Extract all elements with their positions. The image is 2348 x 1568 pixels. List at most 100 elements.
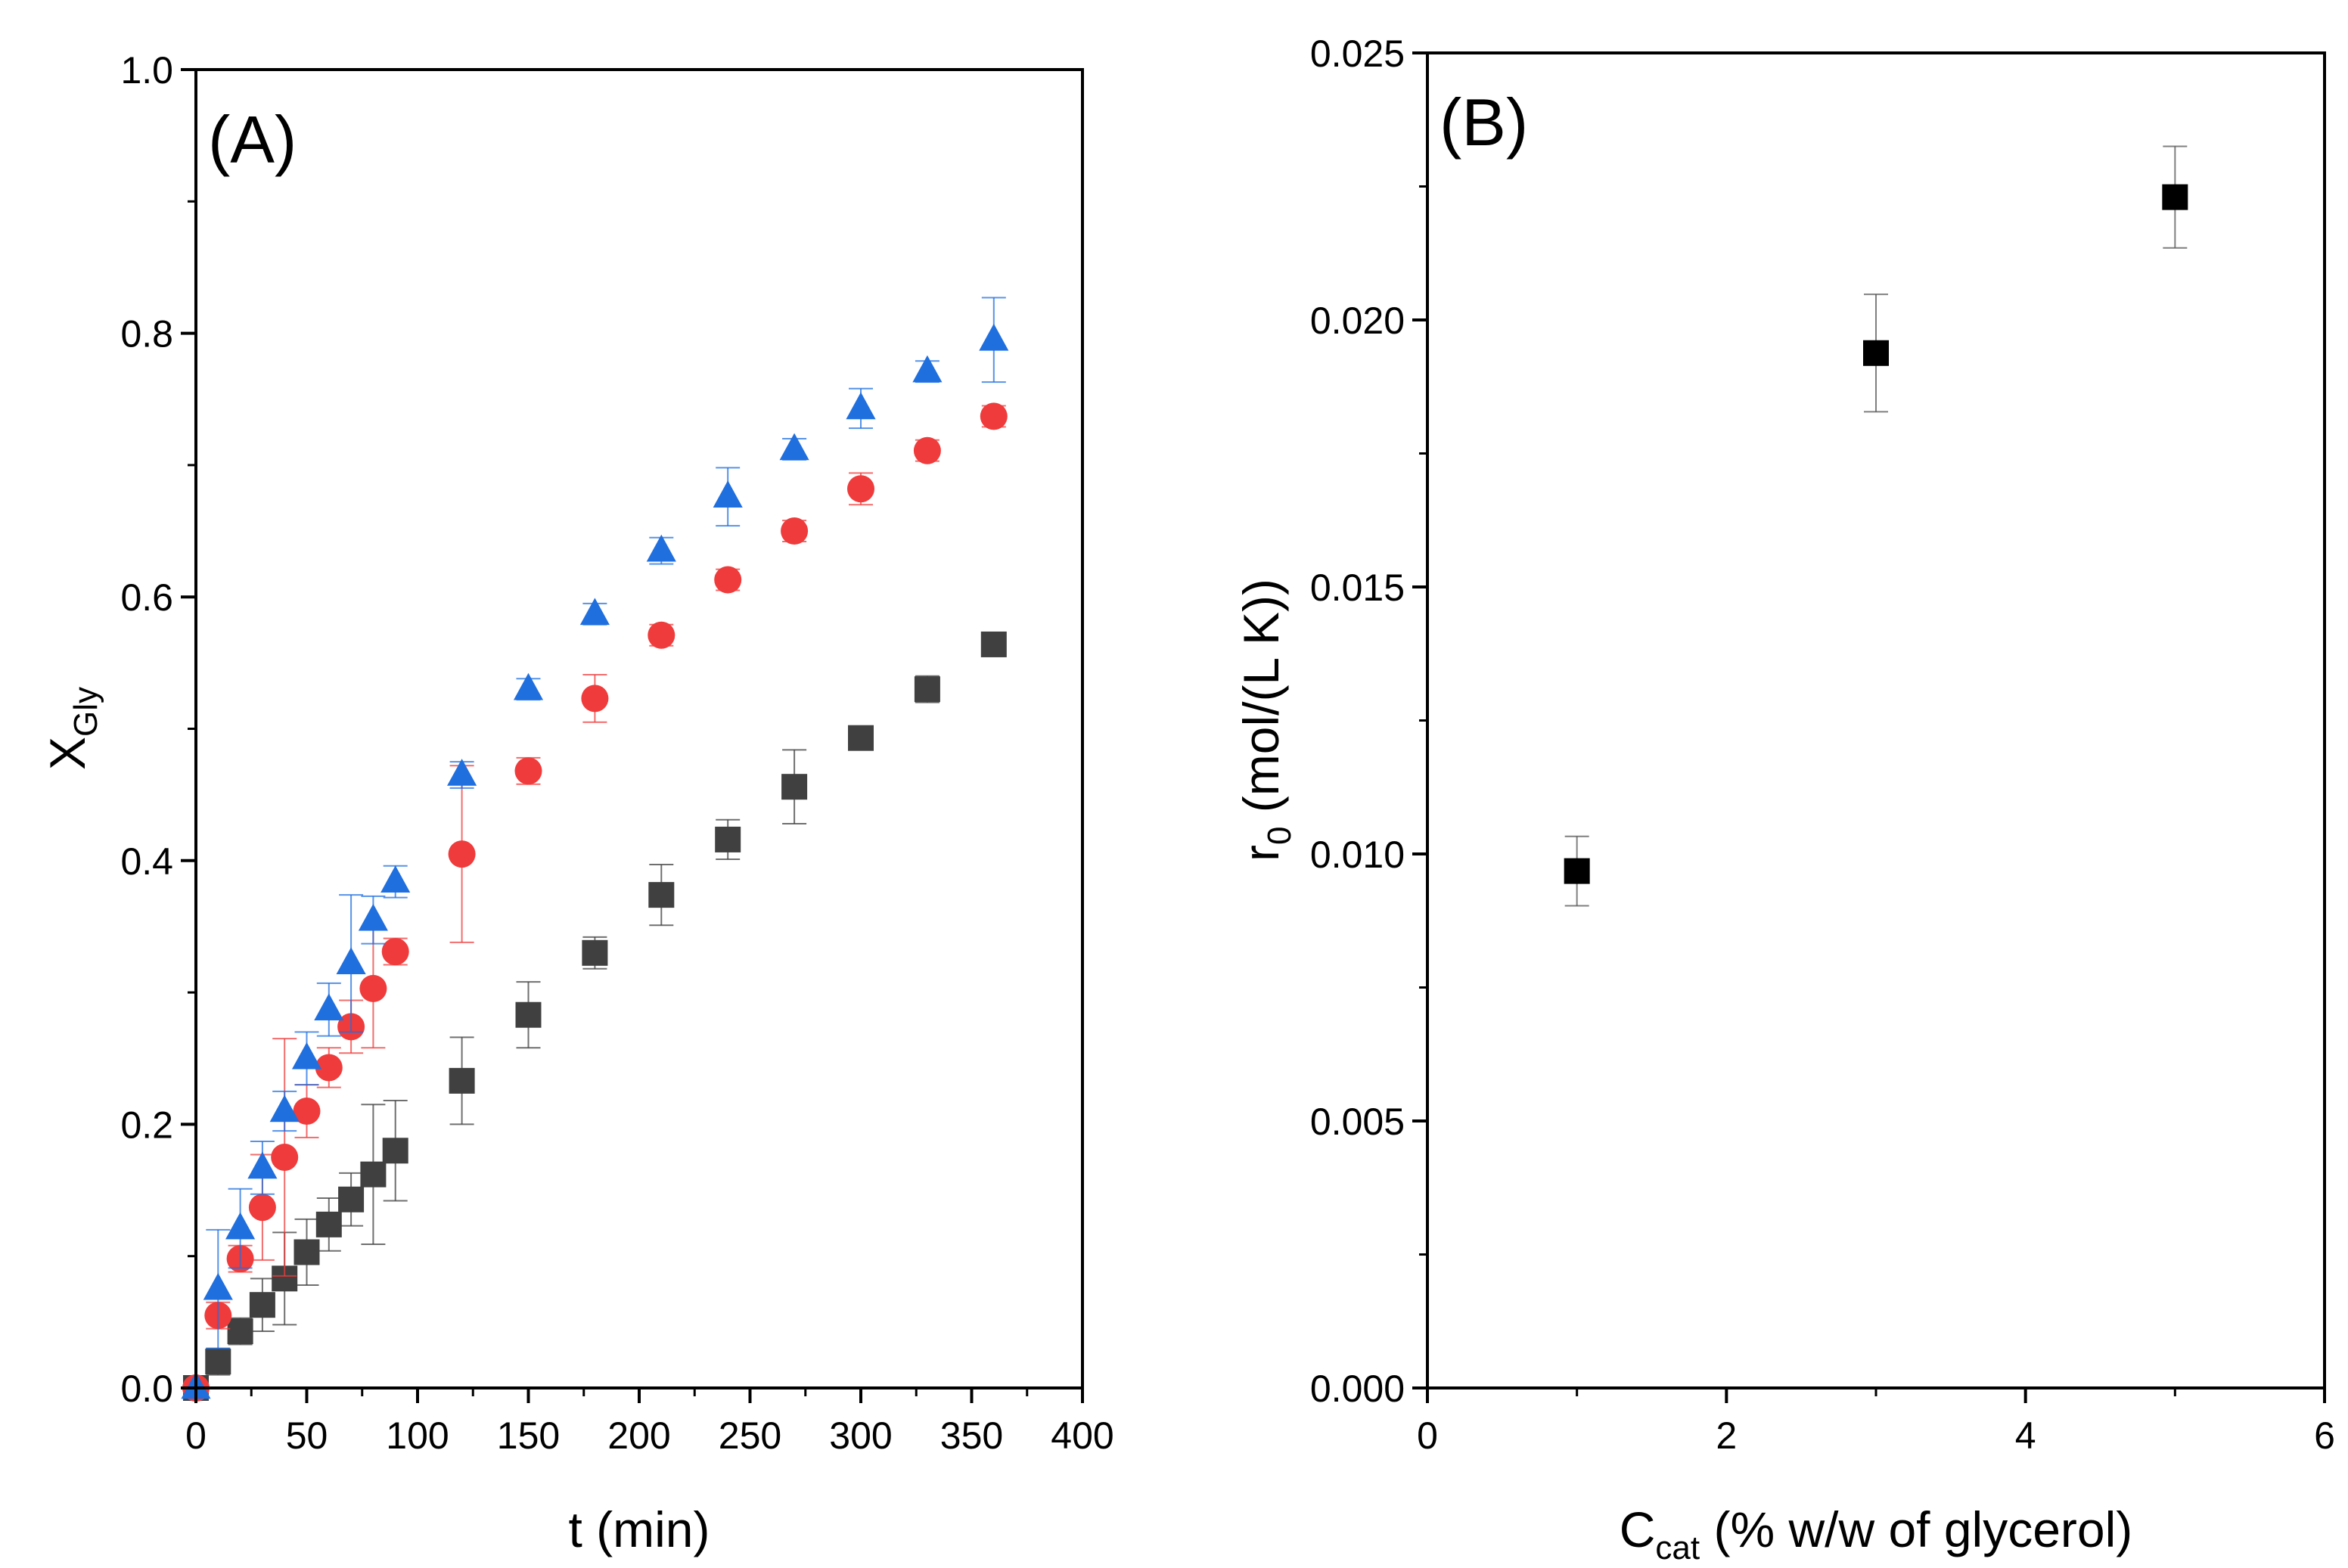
chart-a-plot-frame	[194, 68, 1084, 1389]
chart-a-data-point-circle	[381, 938, 409, 966]
chart-a-data-point-circle	[271, 1143, 299, 1171]
chart-a-data-point-circle	[913, 436, 941, 464]
chart-b-y-tick-label: 0.010	[1310, 834, 1405, 876]
chart-b-x-axis-title-main: C	[1620, 1501, 1656, 1557]
chart-a-data-point-circle	[359, 974, 387, 1002]
chart-b-y-tick-label: 0.025	[1310, 33, 1405, 75]
chart-a-y-axis-title: XGly	[39, 687, 104, 770]
chart-b-x-tick-label: 0	[1417, 1414, 1438, 1457]
chart-a-data-point-square	[848, 725, 874, 751]
chart-a-y-axis-title-main: X	[39, 737, 95, 770]
chart-b: 0 2 4 6 0.000 0.005 0.010 0.015 0.020 0.025 (B) C…	[1233, 33, 2335, 1566]
chart-a-data-point-square	[515, 1001, 542, 1028]
chart-a-data-point-circle	[581, 685, 609, 713]
chart-a-data-point-triangle	[447, 759, 477, 786]
chart-a-data-point-square	[205, 1349, 231, 1375]
chart-a-data-point-triangle	[713, 480, 743, 508]
chart-a-x-tick-label: 250	[719, 1414, 781, 1457]
chart-b-data-point-square	[1564, 858, 1590, 884]
chart-a-data-point-square	[249, 1292, 275, 1318]
chart-b-y-axis-title-rest: (mol/(L K))	[1233, 579, 1289, 827]
chart-b-x-axis-title: Ccat (% w/w of glycerol)	[1620, 1501, 2133, 1566]
chart-a-data-point-triangle	[291, 1042, 322, 1070]
chart-a-data-point-square	[582, 939, 608, 966]
chart-a-y-tick-label: 0.0	[120, 1368, 173, 1410]
chart-a-x-axis-title: t (min)	[569, 1501, 710, 1557]
chart-a-x-tick-label: 100	[386, 1414, 449, 1457]
chart-a-data-point-circle	[781, 517, 809, 545]
chart-a-y-tick-label: 0.6	[120, 576, 173, 619]
chart-a-data-point-triangle	[203, 1272, 233, 1300]
chart-a-data-point-square	[315, 1211, 342, 1237]
chart-b-data-point-square	[2162, 184, 2188, 210]
chart-a-data-point-square	[382, 1138, 408, 1164]
chart-b-series-rate	[1564, 145, 2188, 907]
chart-a-data-point-triangle	[646, 534, 676, 562]
chart-a-data-point-square	[338, 1186, 365, 1212]
chart-a-data-point-triangle	[358, 903, 388, 931]
chart-a-x-tick-label: 200	[607, 1414, 670, 1457]
chart-b-data-layer	[1564, 145, 2188, 907]
chart-a-x-tick-label: 300	[829, 1414, 892, 1457]
chart-a-data-point-circle	[248, 1194, 276, 1222]
chart-a-data-point-circle	[980, 402, 1008, 430]
chart-a-data-point-square	[648, 882, 675, 908]
chart-a-data-point-triangle	[225, 1212, 256, 1240]
chart-a-x-tick-label: 0	[185, 1414, 207, 1457]
chart-a-data-point-triangle	[846, 392, 876, 420]
chart-a-data-point-square	[294, 1239, 320, 1265]
chart-a: 0 50 100 150 200 250 300 350 400 0.0 0.2 0.4 0.6 0.8 1…	[39, 49, 1114, 1557]
chart-b-y-axis-title-sub: 0	[1261, 827, 1298, 845]
chart-b-panel-label: (B)	[1440, 85, 1528, 160]
chart-a-data-point-square	[227, 1318, 253, 1345]
chart-b-ticks: 0 2 4 6 0.000 0.005 0.010 0.015 0.020 0.025	[1310, 33, 2335, 1457]
chart-a-data-point-square	[914, 676, 940, 703]
chart-a-panel-label: (A)	[208, 102, 297, 177]
chart-a-data-point-triangle	[579, 598, 610, 626]
chart-a-data-point-square	[980, 631, 1007, 657]
chart-a-data-point-square	[715, 826, 741, 852]
chart-a-data-point-square	[781, 774, 808, 800]
chart-a-ticks: 0 50 100 150 200 250 300 350 400 0.0 0.2 0.4 0.6 0.8 1…	[120, 49, 1113, 1457]
chart-a-x-tick-label: 350	[940, 1414, 1003, 1457]
chart-a-data-point-square	[449, 1067, 475, 1094]
chart-a-data-point-triangle	[513, 672, 544, 700]
chart-a-y-tick-label: 0.8	[120, 313, 173, 356]
chart-b-x-tick-label: 4	[2015, 1414, 2036, 1457]
chart-a-data-point-circle	[293, 1097, 321, 1125]
chart-a-series-triangle	[181, 297, 1009, 1399]
chart-b-y-tick-label: 0.000	[1310, 1368, 1405, 1410]
chart-b-x-axis-title-rest: (% w/w of glycerol)	[1700, 1501, 2132, 1557]
chart-a-data-point-triangle	[269, 1094, 300, 1122]
chart-a-data-point-triangle	[779, 433, 809, 461]
chart-a-data-point-circle	[315, 1054, 343, 1082]
chart-a-data-point-triangle	[979, 323, 1009, 351]
chart-b-y-tick-label: 0.015	[1310, 567, 1405, 609]
chart-a-x-tick-label: 150	[497, 1414, 560, 1457]
chart-a-x-tick-label: 50	[286, 1414, 328, 1457]
chart-a-data-point-circle	[714, 566, 742, 594]
chart-a-data-point-triangle	[336, 947, 366, 975]
chart-a-y-tick-label: 1.0	[120, 49, 173, 92]
chart-a-data-point-triangle	[912, 355, 943, 383]
chart-b-x-tick-label: 2	[1716, 1414, 1737, 1457]
chart-a-data-point-triangle	[314, 993, 344, 1021]
chart-a-y-tick-label: 0.2	[120, 1104, 173, 1146]
chart-a-data-point-circle	[448, 840, 476, 868]
chart-b-y-tick-label: 0.020	[1310, 300, 1405, 342]
chart-a-y-tick-label: 0.4	[120, 840, 173, 883]
chart-b-y-axis-title: r0 (mol/(L K))	[1233, 579, 1298, 862]
chart-a-data-point-circle	[514, 757, 542, 785]
chart-a-data-point-triangle	[247, 1151, 278, 1179]
chart-a-x-tick-label: 400	[1051, 1414, 1113, 1457]
chart-a-data-point-circle	[648, 621, 676, 649]
chart-b-x-axis-title-sub: cat	[1655, 1529, 1700, 1566]
chart-b-x-tick-label: 6	[2314, 1414, 2335, 1457]
chart-a-data-point-square	[360, 1161, 387, 1188]
chart-b-plot-frame	[1426, 51, 2326, 1389]
chart-a-data-point-triangle	[380, 865, 411, 893]
chart-b-y-axis-title-main: r	[1233, 845, 1289, 862]
chart-a-y-axis-title-sub: Gly	[67, 687, 104, 737]
chart-b-y-tick-label: 0.005	[1310, 1101, 1405, 1143]
